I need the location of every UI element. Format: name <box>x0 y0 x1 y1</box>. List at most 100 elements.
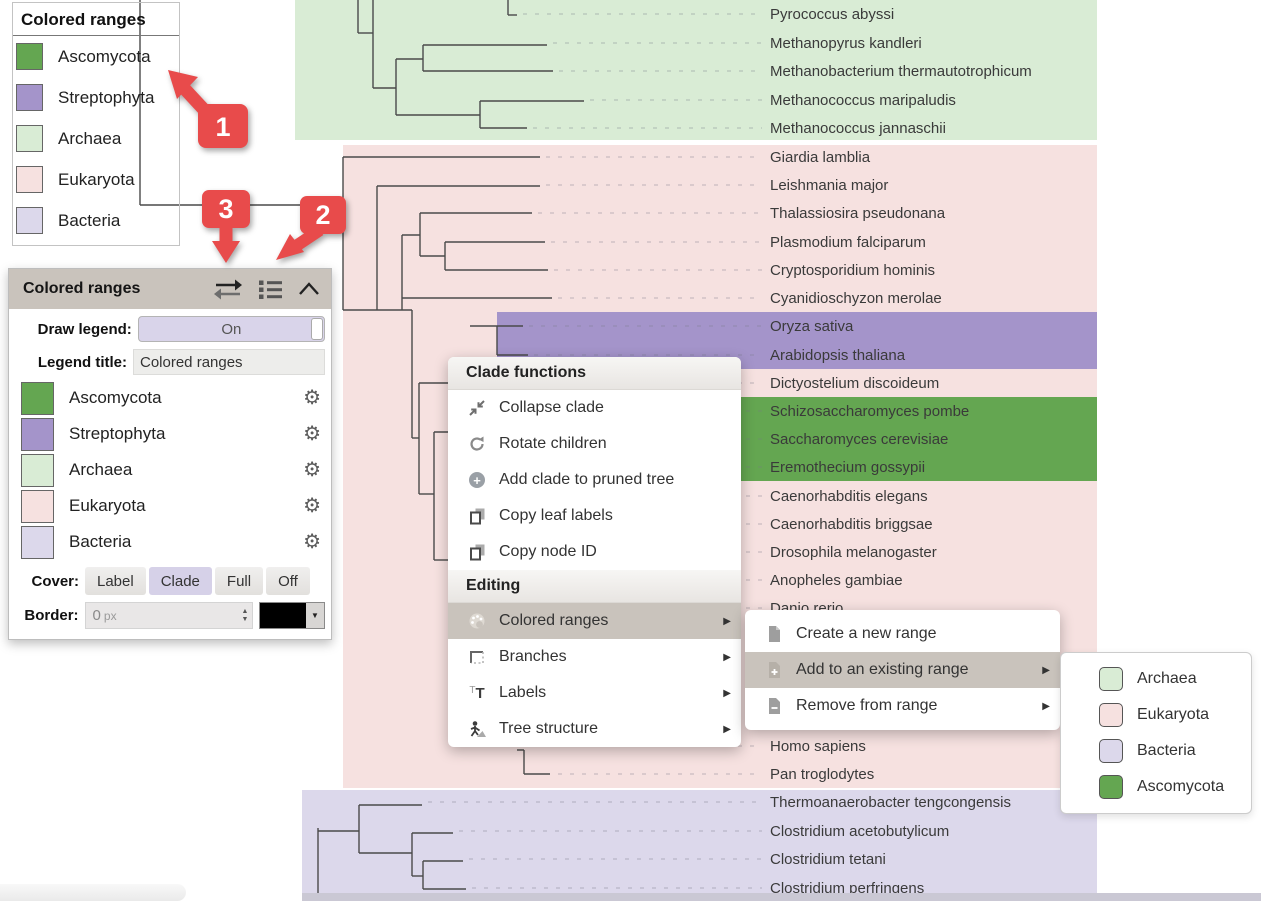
leaf-label[interactable]: Methanobacterium thermautotrophicum <box>770 63 1032 80</box>
leaf-label[interactable]: Thalassiosira pseudonana <box>770 205 946 222</box>
cover-option-label[interactable]: Label <box>85 567 146 595</box>
border-width-input[interactable]: 0 px ▲ ▼ <box>84 602 254 629</box>
leaf-label[interactable]: Saccharomyces cerevisiae <box>770 431 948 448</box>
submenu-arrow-icon: ▶ <box>723 687 731 699</box>
color-swatch[interactable] <box>21 489 54 523</box>
page-plus-icon <box>761 661 787 679</box>
gear-icon[interactable]: ⚙ <box>303 423 321 445</box>
legend-title-input[interactable] <box>133 349 325 375</box>
gear-icon[interactable]: ⚙ <box>303 495 321 517</box>
toggle-state-label: On <box>221 320 242 338</box>
leaf-label[interactable]: Arabidopsis thaliana <box>770 347 906 364</box>
scroll-corner-shadow <box>0 884 186 901</box>
leaf-label[interactable]: Methanococcus jannaschii <box>770 120 946 137</box>
callout-badge-1: 1 <box>168 70 248 148</box>
legend-title: Colored ranges <box>13 3 179 36</box>
leaf-label[interactable]: Plasmodium falciparum <box>770 234 926 251</box>
leaf-label[interactable]: Leishmania major <box>770 177 888 194</box>
rotate-icon <box>464 435 490 453</box>
color-swatch <box>1099 775 1123 799</box>
range-row: Bacteria ⚙ <box>9 524 331 560</box>
leaf-label[interactable]: Clostridium acetobutylicum <box>770 823 949 840</box>
leaf-label[interactable]: Methanococcus maripaludis <box>770 92 956 109</box>
color-swatch[interactable] <box>21 417 54 451</box>
legend-title-label: Legend title: <box>37 353 127 371</box>
svg-text:2: 2 <box>315 200 330 230</box>
gear-icon[interactable]: ⚙ <box>303 531 321 553</box>
color-swatch <box>1099 703 1123 727</box>
legend-item: Ascomycota <box>13 36 179 77</box>
leaf-label[interactable]: Methanopyrus kandleri <box>770 35 922 52</box>
leaf-label[interactable]: Caenorhabditis briggsae <box>770 516 933 533</box>
leaf-label[interactable]: Caenorhabditis elegans <box>770 488 928 505</box>
draw-legend-toggle[interactable]: On <box>137 316 325 342</box>
leaf-label[interactable]: Anopheles gambiae <box>770 572 903 589</box>
menu-item-range-eukaryota[interactable]: Eukaryota <box>1061 697 1251 733</box>
leaf-label[interactable]: Cryptosporidium hominis <box>770 262 935 279</box>
callout-badge-3: 3 <box>202 190 250 263</box>
stepper-icon[interactable]: ▲ ▼ <box>241 607 249 623</box>
gear-icon[interactable]: ⚙ <box>303 459 321 481</box>
collapse-chevron-icon[interactable] <box>297 281 321 297</box>
menu-item-tree-structure[interactable]: Tree structure ▶ <box>448 711 741 747</box>
leaf-label[interactable]: Cyanidioschyzon merolae <box>770 290 942 307</box>
cover-option-full[interactable]: Full <box>214 567 264 595</box>
leaf-label[interactable]: Schizosaccharomyces pombe <box>770 403 969 420</box>
leaf-label[interactable]: Thermoanaerobacter tengcongensis <box>770 794 1011 811</box>
panel-header[interactable]: Colored ranges <box>9 269 331 309</box>
draw-legend-label: Draw legend: <box>37 320 132 338</box>
toggle-knob[interactable] <box>311 318 323 340</box>
menu-item-range-ascomycota[interactable]: Ascomycota <box>1061 769 1251 805</box>
leaf-label[interactable]: Giardia lamblia <box>770 149 871 166</box>
svg-text:1: 1 <box>215 112 230 142</box>
cover-option-clade[interactable]: Clade <box>148 567 212 595</box>
menu-item-add-existing-range[interactable]: Add to an existing range ▶ <box>745 652 1060 688</box>
range-row: Ascomycota ⚙ <box>9 380 331 416</box>
gear-icon[interactable]: ⚙ <box>303 387 321 409</box>
cover-option-off[interactable]: Off <box>266 567 310 595</box>
colored-ranges-legend: Colored ranges Ascomycota Streptophyta A… <box>12 2 180 246</box>
leaf-label[interactable]: Pyrococcus abyssi <box>770 6 894 23</box>
menu-item-remove-from-range[interactable]: Remove from range ▶ <box>745 688 1060 724</box>
existing-range-picker: Archaea Eukaryota Bacteria Ascomycota <box>1060 652 1252 814</box>
leaf-label[interactable]: Pan troglodytes <box>770 766 874 783</box>
menu-item-copy-leaf-labels[interactable]: Copy leaf labels <box>448 498 741 534</box>
leaf-label[interactable]: Clostridium perfringens <box>770 880 924 897</box>
border-color-dropdown[interactable]: ▼ <box>259 602 325 629</box>
color-swatch <box>1099 667 1123 691</box>
legend-item: Archaea <box>13 118 179 159</box>
branches-icon <box>464 648 490 666</box>
panel-title: Colored ranges <box>23 280 141 297</box>
color-swatch <box>16 43 43 70</box>
submenu-arrow-icon: ▶ <box>723 615 731 627</box>
submenu-arrow-icon: ▶ <box>1042 700 1050 712</box>
menu-item-branches[interactable]: Branches ▶ <box>448 639 741 675</box>
color-swatch[interactable] <box>21 453 54 487</box>
leaf-label[interactable]: Eremothecium gossypii <box>770 459 925 476</box>
leaf-label[interactable]: Dictyostelium discoideum <box>770 375 939 392</box>
menu-item-rotate-children[interactable]: Rotate children <box>448 426 741 462</box>
leaf-label[interactable]: Drosophila melanogaster <box>770 544 937 561</box>
menu-item-range-archaea[interactable]: Archaea <box>1061 661 1251 697</box>
color-swatch[interactable] <box>21 525 54 559</box>
menu-item-colored-ranges[interactable]: Colored ranges ▶ <box>448 603 741 639</box>
menu-item-create-range[interactable]: Create a new range <box>745 616 1060 652</box>
color-swatch <box>16 207 43 234</box>
copy-icon <box>464 543 490 561</box>
leaf-label[interactable]: Clostridium tetani <box>770 851 886 868</box>
menu-item-add-clade-pruned[interactable]: + Add clade to pruned tree <box>448 462 741 498</box>
color-swatch[interactable] <box>21 381 54 415</box>
chevron-down-icon: ▼ <box>306 603 324 628</box>
menu-item-collapse-clade[interactable]: Collapse clade <box>448 390 741 426</box>
menu-item-range-bacteria[interactable]: Bacteria <box>1061 733 1251 769</box>
legend-title-row: Legend title: <box>9 349 331 375</box>
swap-arrows-icon[interactable] <box>212 278 244 300</box>
list-icon[interactable] <box>258 279 283 299</box>
clade-context-menu: Clade functions Collapse clade Rotate ch… <box>448 357 741 747</box>
menu-item-copy-node-id[interactable]: Copy node ID <box>448 534 741 570</box>
horizontal-scrollbar[interactable] <box>302 893 1261 901</box>
leaf-label[interactable]: Homo sapiens <box>770 738 866 755</box>
leaf-label[interactable]: Oryza sativa <box>770 318 854 335</box>
